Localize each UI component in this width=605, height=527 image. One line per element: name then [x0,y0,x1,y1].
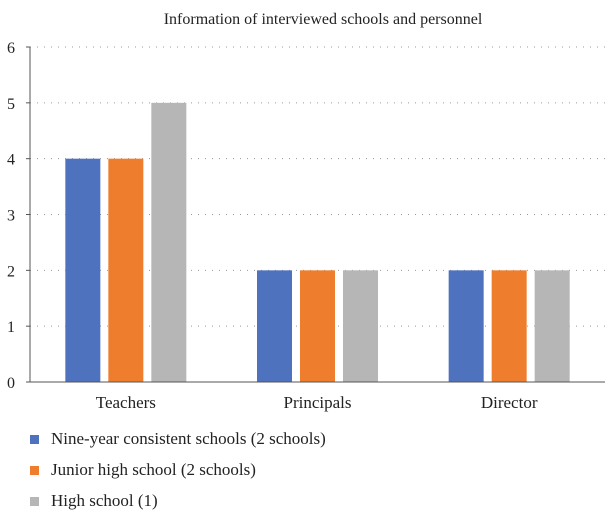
x-category-label: Teachers [96,393,156,412]
y-tick-label: 0 [7,375,15,392]
y-tick-label: 6 [7,40,15,57]
legend-item: Nine-year consistent schools (2 schools) [30,428,326,450]
bar-teachers-series-3 [151,102,187,382]
y-tick-label: 2 [7,263,15,280]
bar-director-series-2 [491,270,527,382]
legend-swatch [30,465,39,475]
y-tick-label: 4 [7,152,15,169]
bar-principals-series-1 [257,270,292,382]
bar-director-series-3 [534,270,570,382]
legend: Nine-year consistent schools (2 schools)… [30,428,326,521]
bar-principals-series-2 [300,270,335,382]
bar-principals-series-3 [343,270,378,382]
legend-item: Junior high school (2 schools) [30,459,326,481]
legend-item: High school (1) [30,490,326,512]
x-category-label: Principals [284,393,352,412]
chart-title: Information of interviewed schools and p… [164,11,483,28]
y-axis-ticks: 0 1 2 3 4 5 6 [7,40,30,392]
legend-swatch [30,496,39,506]
legend-label: Nine-year consistent schools (2 schools) [51,429,326,448]
bar-chart: Information of interviewed schools and p… [7,11,605,412]
bar-director-series-1 [448,270,484,382]
legend-label: Junior high school (2 schools) [51,460,256,479]
y-tick-label: 3 [7,208,15,225]
x-axis-categories: Teachers Principals Director [96,393,538,412]
x-category-label: Director [481,393,538,412]
legend-label: High school (1) [51,491,158,510]
bars [65,102,570,382]
bar-teachers-series-2 [108,158,144,382]
bar-teachers-series-1 [65,158,101,382]
y-tick-label: 1 [7,319,15,336]
legend-swatch [30,434,39,444]
y-tick-label: 5 [7,96,15,113]
